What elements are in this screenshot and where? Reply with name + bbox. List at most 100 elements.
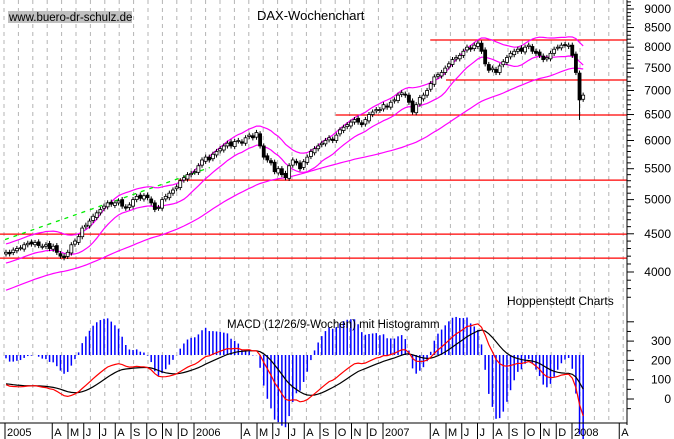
price-tick-label: 8500 bbox=[644, 21, 671, 35]
x-tick-label: J bbox=[275, 427, 281, 439]
candle bbox=[240, 139, 244, 146]
candle bbox=[479, 40, 484, 54]
x-tick-label: J bbox=[102, 427, 108, 439]
x-tick-label: 2008 bbox=[574, 427, 598, 439]
candle-body bbox=[98, 209, 103, 214]
candle bbox=[570, 42, 575, 59]
candle-body bbox=[189, 173, 194, 176]
candle bbox=[508, 50, 513, 60]
candle-body bbox=[577, 72, 582, 101]
watermark-background bbox=[8, 11, 132, 23]
candle-body bbox=[232, 141, 237, 147]
candle bbox=[276, 166, 281, 176]
candle bbox=[76, 234, 81, 245]
x-tick-label: 2007 bbox=[385, 427, 409, 439]
candle-body bbox=[250, 135, 255, 139]
candle-body bbox=[113, 202, 117, 206]
candles bbox=[4, 40, 586, 261]
candle-body bbox=[468, 47, 473, 50]
candle-body bbox=[18, 247, 23, 250]
candle-body bbox=[91, 215, 96, 221]
candle-body bbox=[534, 50, 538, 54]
candle-body bbox=[374, 109, 379, 112]
chart-title: DAX-Wochenchart bbox=[257, 8, 365, 23]
candle bbox=[131, 197, 135, 209]
price-tick-label: 9000 bbox=[644, 2, 671, 16]
candle bbox=[298, 160, 302, 172]
x-tick-label: S bbox=[133, 427, 140, 439]
candle-body bbox=[287, 165, 292, 179]
candle bbox=[414, 102, 419, 116]
candle-body bbox=[276, 168, 281, 174]
candle-body bbox=[508, 52, 513, 58]
candle bbox=[47, 240, 52, 252]
candle-body bbox=[483, 49, 488, 65]
candle-body bbox=[105, 202, 110, 208]
candle bbox=[113, 200, 117, 209]
candle bbox=[388, 99, 393, 110]
candle bbox=[94, 210, 99, 221]
candle bbox=[25, 240, 30, 248]
horizontal-levels bbox=[0, 39, 627, 259]
candle-body bbox=[138, 194, 143, 199]
x-tick-label: A bbox=[117, 427, 125, 439]
source-label: Hoppenstedt Charts bbox=[507, 294, 614, 308]
candle bbox=[334, 132, 339, 144]
candle bbox=[563, 41, 567, 48]
candle-body bbox=[69, 244, 74, 254]
candle-body bbox=[156, 207, 161, 209]
candle-body bbox=[425, 90, 429, 96]
candle-body bbox=[174, 186, 179, 190]
candle bbox=[436, 72, 440, 79]
candle bbox=[102, 203, 106, 211]
candle-body bbox=[548, 52, 553, 60]
price-tick-label: 7500 bbox=[644, 61, 671, 75]
candle bbox=[457, 52, 462, 62]
candle bbox=[91, 213, 96, 224]
candle bbox=[530, 43, 535, 54]
candle-body bbox=[283, 172, 288, 179]
candle bbox=[566, 42, 571, 50]
candle bbox=[421, 92, 426, 102]
candle-body bbox=[298, 162, 302, 170]
x-tick-label: M bbox=[70, 427, 79, 439]
candle bbox=[14, 245, 19, 254]
candle-body bbox=[44, 244, 48, 247]
candle bbox=[577, 70, 582, 120]
candle bbox=[156, 204, 161, 211]
candle-body bbox=[131, 199, 135, 207]
candle-body bbox=[58, 253, 63, 257]
candle-body bbox=[497, 65, 502, 73]
candle bbox=[417, 94, 422, 107]
candle bbox=[36, 239, 41, 249]
candle bbox=[51, 243, 56, 252]
candle-body bbox=[432, 76, 437, 85]
candle bbox=[309, 148, 313, 160]
candle bbox=[218, 146, 223, 154]
candle-body bbox=[167, 192, 172, 199]
candle bbox=[258, 131, 263, 149]
candle bbox=[374, 106, 379, 114]
candle bbox=[189, 170, 194, 178]
macd-label: MACD (12/26/9-Wochen) mit Histogramm bbox=[227, 319, 440, 331]
candle bbox=[254, 129, 259, 140]
candle bbox=[486, 61, 491, 73]
x-tick-label: M bbox=[259, 427, 268, 439]
candle bbox=[272, 159, 277, 175]
candle bbox=[247, 132, 252, 140]
candle bbox=[196, 163, 201, 175]
candle bbox=[290, 157, 295, 168]
x-tick-label: J bbox=[291, 427, 297, 439]
candle bbox=[490, 65, 495, 73]
candle bbox=[160, 197, 164, 211]
candle bbox=[581, 92, 586, 102]
candle-body bbox=[65, 251, 70, 257]
candle-body bbox=[446, 63, 451, 68]
price-tick-label: 8000 bbox=[644, 40, 671, 54]
candle bbox=[428, 81, 433, 92]
candle bbox=[192, 169, 197, 175]
candle bbox=[44, 242, 48, 249]
candle bbox=[225, 140, 230, 149]
candle bbox=[319, 140, 324, 148]
macd-tick-label: 200 bbox=[651, 353, 671, 367]
